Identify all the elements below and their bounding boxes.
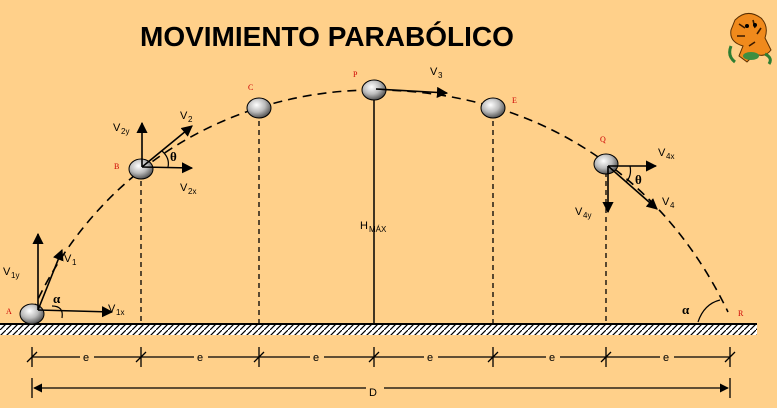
angle-arc-q [625, 165, 632, 183]
angle-theta-q: θ [635, 172, 642, 187]
label-v2x-sub: 2x [188, 187, 196, 196]
point-label-b: B [114, 162, 119, 171]
segment-label: e [549, 352, 555, 364]
label-hmax-sub: MÁX [369, 225, 387, 234]
segment-label: e [313, 352, 319, 364]
ground [0, 324, 757, 335]
label-v3: V [430, 66, 438, 78]
vector-v4 [607, 165, 658, 210]
segment-dimension [26, 347, 736, 367]
label-v1y: V [3, 266, 11, 278]
label-hmax: H [360, 220, 368, 232]
distance-label: D [369, 387, 377, 399]
label-v1: V [64, 253, 72, 265]
angle-theta-b: θ [170, 149, 177, 164]
ball-c [246, 97, 272, 119]
tiger-mascot-icon [728, 13, 772, 65]
label-v2-sub: 2 [188, 115, 193, 124]
label-v3-sub: 3 [438, 71, 443, 80]
point-label-c: C [248, 83, 253, 92]
point-label-p: P [353, 70, 358, 79]
angle-arc-a [51, 305, 63, 319]
label-v1y-sub: 1y [11, 271, 19, 280]
trajectory-curve [31, 89, 729, 313]
label-v2y-sub: 2y [121, 127, 129, 136]
segment-label: e [427, 352, 433, 364]
label-v4-sub: 4 [670, 201, 675, 210]
segment-label: e [663, 352, 669, 364]
vector-v2 [141, 125, 193, 168]
vector-v1x [37, 306, 114, 318]
segment-label: e [197, 352, 203, 364]
angle-alpha-r: α [682, 302, 690, 317]
page-title: MOVIMIENTO PARABÓLICO [140, 21, 514, 52]
point-label-q: Q [600, 135, 606, 144]
ball-e [480, 97, 506, 119]
vector-v1 [37, 248, 64, 311]
point-label-r: R [738, 309, 744, 318]
label-v4: V [662, 196, 670, 208]
point-label-a: A [6, 307, 12, 316]
angle-alpha-a: α [53, 291, 61, 306]
label-v4x: V [658, 147, 666, 159]
label-v2y: V [113, 122, 121, 134]
vector-v3 [375, 86, 449, 99]
angle-arc-r [697, 299, 721, 323]
ball-b [128, 158, 154, 180]
label-v4y: V [575, 206, 583, 218]
label-v4y-sub: 4y [583, 211, 591, 220]
label-v1-sub: 1 [72, 258, 77, 267]
angle-arc-b [161, 150, 169, 168]
segment-label: e [83, 352, 89, 364]
vector-v2x [141, 162, 194, 174]
label-v4x-sub: 4x [666, 152, 674, 161]
label-v2: V [180, 110, 188, 122]
label-v2x: V [180, 182, 188, 194]
label-v1x: V [108, 303, 116, 315]
point-label-e: E [512, 96, 517, 105]
ball-a [19, 303, 45, 325]
label-v1x-sub: 1x [116, 308, 124, 317]
